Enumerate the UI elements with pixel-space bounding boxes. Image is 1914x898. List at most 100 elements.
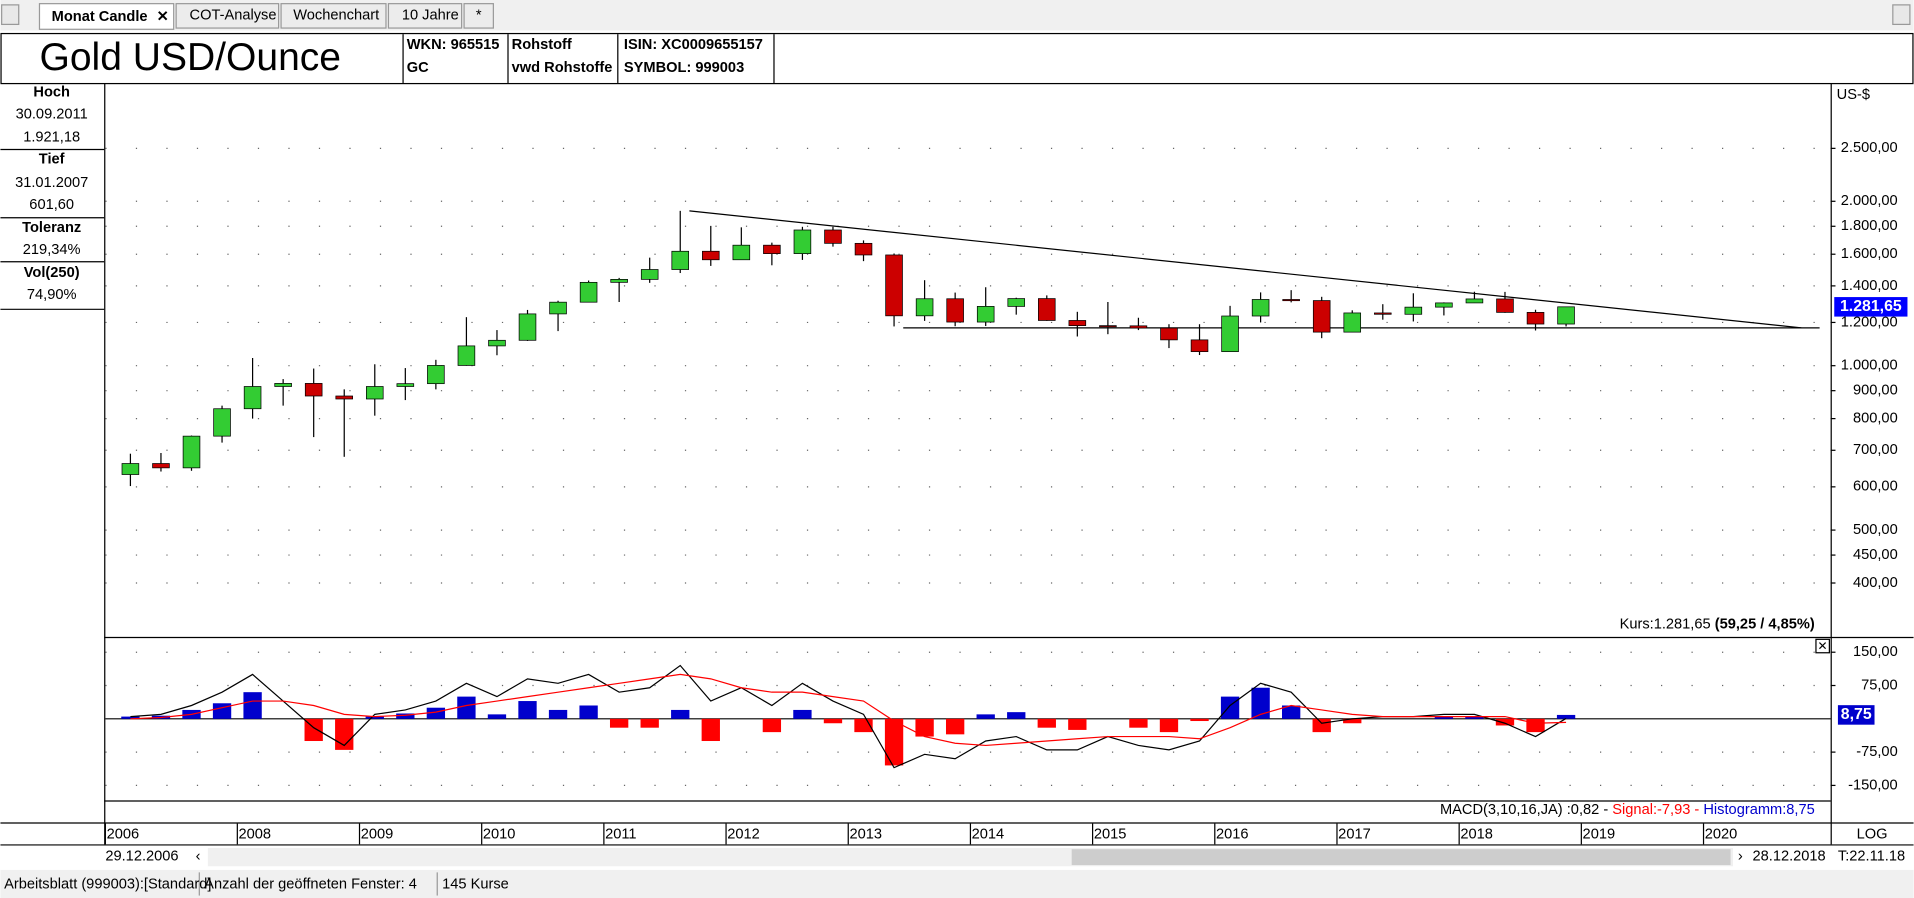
histogram-bar bbox=[1465, 716, 1484, 719]
histogram-bar bbox=[1281, 705, 1301, 719]
tab[interactable] bbox=[387, 3, 463, 29]
candle-body bbox=[427, 365, 445, 385]
histogram-bar bbox=[609, 718, 629, 728]
tab[interactable] bbox=[280, 3, 387, 29]
tab-close[interactable]: ✕ bbox=[157, 9, 169, 25]
candle-body bbox=[854, 242, 873, 256]
tab-scroll-left[interactable] bbox=[1, 4, 20, 26]
scale-mode[interactable]: LOG bbox=[1857, 826, 1888, 842]
histogram-bar bbox=[1526, 718, 1545, 733]
scroll-right[interactable]: › bbox=[1738, 848, 1743, 864]
histogram-bar bbox=[640, 718, 659, 728]
histogram-value-box bbox=[1837, 705, 1875, 725]
candle-body bbox=[1282, 299, 1300, 302]
y-tick-label: 2.000,00 bbox=[1841, 193, 1898, 209]
candle-body bbox=[1312, 300, 1331, 333]
histogram-bar bbox=[243, 692, 262, 719]
y-tick-label: 500,00 bbox=[1853, 522, 1898, 538]
tab[interactable] bbox=[463, 3, 494, 29]
macd-legend: MACD(3,10,16,JA) :0,82 - Signal:-7,93 - … bbox=[1440, 802, 1815, 818]
candle-body bbox=[518, 313, 537, 341]
tab[interactable]: Monat Candle bbox=[52, 9, 148, 25]
histogram-bar bbox=[793, 709, 812, 719]
macd-line bbox=[130, 664, 1567, 769]
candle-body bbox=[1404, 306, 1423, 315]
candle-body bbox=[1007, 298, 1026, 307]
candle-body bbox=[1465, 298, 1484, 304]
candle-body bbox=[702, 250, 720, 261]
candle-body bbox=[304, 383, 323, 397]
last-price-box bbox=[1834, 297, 1908, 317]
tab-scroll-right[interactable] bbox=[1892, 4, 1911, 26]
candle-body bbox=[1251, 299, 1270, 317]
tab-active[interactable] bbox=[38, 3, 175, 30]
candle-body bbox=[1435, 302, 1453, 308]
y-tick-label: 2.500,00 bbox=[1841, 140, 1898, 156]
tab[interactable]: 10 Jahre bbox=[402, 8, 459, 24]
histogram-bar bbox=[1434, 716, 1454, 719]
legend-entry: Signal:-7,93 - bbox=[1612, 802, 1699, 818]
x-tick-label: 2008 bbox=[239, 826, 272, 842]
candle-body bbox=[152, 463, 170, 469]
wkn: WKN: 965515 bbox=[407, 37, 500, 53]
candle-body bbox=[610, 279, 628, 283]
histogram-bar bbox=[1220, 696, 1240, 719]
y-tick-label: 75,00 bbox=[1861, 677, 1898, 693]
quote-change: (59,25 / 4,85%) bbox=[1715, 617, 1815, 633]
x-tick-label: 2019 bbox=[1583, 826, 1616, 842]
candle-body bbox=[1068, 320, 1087, 326]
x-tick-label: 2017 bbox=[1338, 826, 1371, 842]
candle-body bbox=[1526, 312, 1545, 325]
histogram-bar bbox=[823, 718, 843, 724]
histogram-bar bbox=[1312, 718, 1331, 733]
stat-date: 30.09.2011 bbox=[16, 107, 88, 123]
legend-entry: MACD(3,10,16,JA) :0,82 - bbox=[1440, 802, 1608, 818]
legend-entry: Histogramm:8,75 bbox=[1703, 802, 1814, 818]
candle-body bbox=[121, 463, 140, 475]
histogram-bar bbox=[945, 718, 965, 735]
candle-body bbox=[549, 301, 567, 315]
x-tick-label: 2018 bbox=[1460, 826, 1493, 842]
candle-body bbox=[1099, 325, 1117, 328]
x-tick-label: 2016 bbox=[1216, 826, 1249, 842]
range-end: 28.12.2018 bbox=[1753, 848, 1826, 864]
histogram-bar bbox=[548, 709, 568, 719]
tab[interactable] bbox=[175, 3, 280, 29]
instrument-title: Gold USD/Ounce bbox=[39, 36, 341, 79]
candle-body bbox=[671, 250, 690, 270]
candle-body bbox=[946, 298, 964, 323]
status-text: 145 Kurse bbox=[442, 876, 509, 892]
x-tick-label: 2013 bbox=[849, 826, 882, 842]
close-indicator[interactable] bbox=[1815, 638, 1830, 654]
y-tick-label: 1.000,00 bbox=[1841, 358, 1898, 374]
histogram-bar bbox=[579, 705, 598, 719]
x-tick-label: 2010 bbox=[483, 826, 516, 842]
y-tick-label: 450,00 bbox=[1853, 547, 1898, 563]
tab[interactable]: * bbox=[476, 8, 482, 24]
y-tick-label: -150,00 bbox=[1848, 777, 1898, 793]
x-tick-label: 2015 bbox=[1094, 826, 1127, 842]
candle-body bbox=[243, 386, 262, 410]
candle-body bbox=[1496, 298, 1514, 313]
scrollbar-thumb[interactable] bbox=[1071, 849, 1731, 866]
last-price-label: 1.281,65 bbox=[1840, 298, 1902, 315]
histogram-bar bbox=[976, 714, 995, 719]
x-tick-label: 2020 bbox=[1705, 826, 1738, 842]
y-tick-label: 600,00 bbox=[1853, 479, 1898, 495]
quote: Kurs:1.281,65 (59,25 / 4,85%) bbox=[1620, 617, 1815, 633]
tab[interactable]: COT-Analyse bbox=[190, 8, 277, 24]
candle-body bbox=[213, 408, 231, 437]
tab[interactable]: Wochenchart bbox=[293, 8, 379, 24]
candle-body bbox=[976, 306, 995, 323]
symbol: SYMBOL: 999003 bbox=[624, 60, 744, 76]
close-icon[interactable]: ✕ bbox=[1818, 639, 1828, 653]
histogram-bar bbox=[915, 718, 934, 737]
y-tick-label: 1.200,00 bbox=[1841, 314, 1898, 330]
histogram-bar bbox=[1068, 718, 1087, 730]
candle-body bbox=[1038, 298, 1056, 321]
scroll-left[interactable]: ‹ bbox=[196, 848, 201, 864]
trendline bbox=[689, 210, 1802, 329]
histogram-bar bbox=[701, 718, 720, 742]
